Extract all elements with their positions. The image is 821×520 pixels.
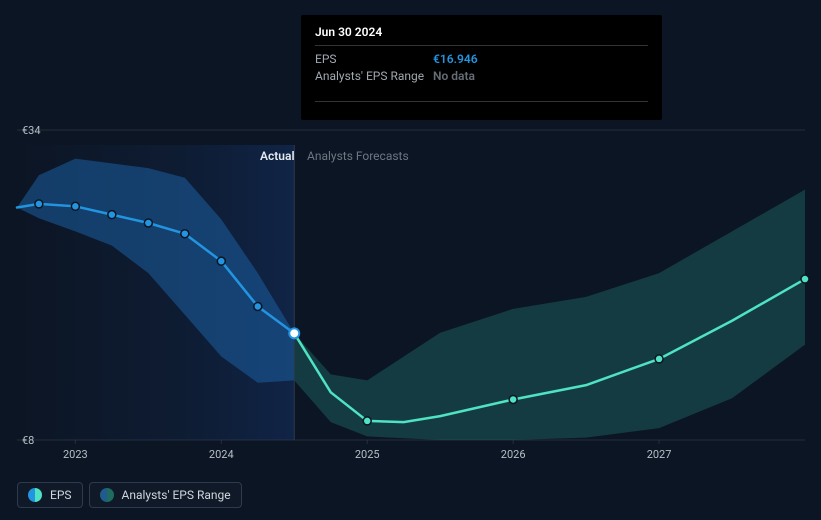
x-axis-label: 2023 [63,448,88,461]
x-axis-label: 2026 [501,448,526,461]
legend-range[interactable]: Analysts' EPS Range [89,482,242,508]
legend-range-label: Analysts' EPS Range [122,488,231,502]
tooltip-row-label: Analysts' EPS Range [315,69,433,83]
tooltip-row: EPS€16.946 [315,52,648,66]
x-axis-label: 2027 [647,448,672,461]
legend-eps-label: EPS [50,488,72,502]
tooltip-row: Analysts' EPS RangeNo data [315,69,648,83]
tooltip-row-value: No data [433,69,475,83]
chart-tooltip: Jun 30 2024 EPS€16.946Analysts' EPS Rang… [301,15,662,120]
y-axis-label: €8 [22,434,34,447]
x-axis-label: 2024 [209,448,234,461]
region-label-actual: Actual [260,149,295,163]
x-axis-label: 2025 [355,448,380,461]
legend: EPS Analysts' EPS Range [17,482,242,508]
tooltip-date: Jun 30 2024 [315,25,648,46]
range-swatch-icon [100,488,114,502]
eps-swatch-icon [28,488,42,502]
region-label-forecast: Analysts Forecasts [307,149,409,163]
legend-eps[interactable]: EPS [17,482,83,508]
tooltip-row-label: EPS [315,52,433,66]
y-axis-label: €34 [22,124,41,137]
tooltip-row-value: €16.946 [433,52,478,66]
